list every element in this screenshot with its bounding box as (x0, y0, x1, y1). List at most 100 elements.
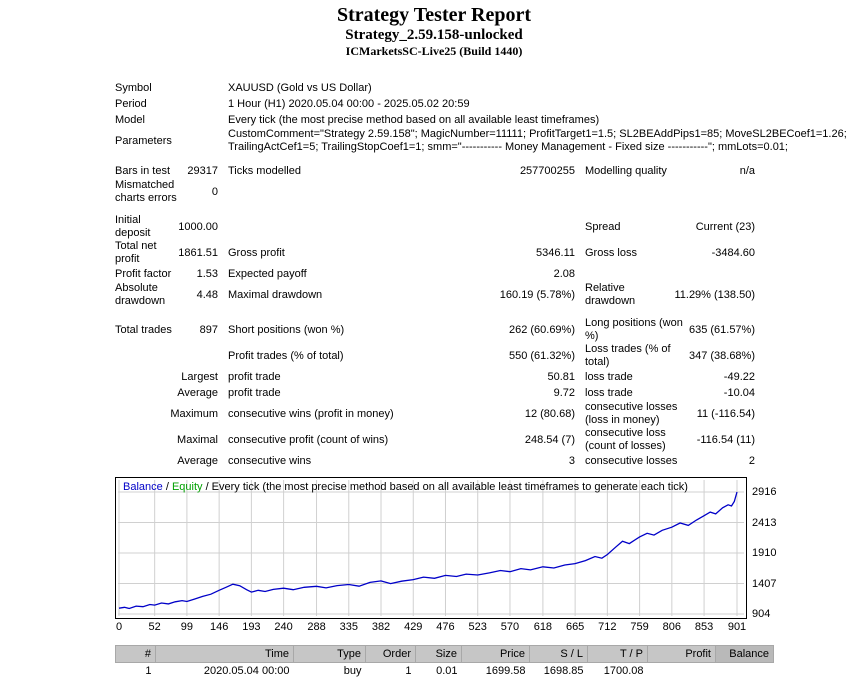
stat-label: consecutive wins (profit in money) (228, 408, 394, 421)
stat-pair: Period (115, 98, 228, 111)
stat-label: Ticks modelled (228, 165, 301, 178)
x-tick-label: 99 (181, 621, 193, 634)
x-tick-label: 0 (116, 621, 122, 634)
trade-cell (648, 663, 716, 678)
balance-chart: Balance / Equity / Every tick (the most … (115, 477, 747, 619)
stats-row: Maximum consecutive wins (profit in money… (115, 401, 755, 427)
stats-spacer (115, 205, 755, 214)
stat-label: Symbol (115, 82, 152, 95)
stat-pair: Gross profit 5346.11 (228, 247, 585, 260)
stat-label: Bars in test (115, 165, 170, 178)
stat-label: Total net profit (115, 240, 174, 266)
stat-pair: Maximal (115, 434, 228, 447)
stat-value: Average (177, 387, 218, 400)
x-tick-label: 146 (210, 621, 228, 634)
stat-value: 50.81 (547, 371, 575, 384)
stat-value: 3 (569, 455, 575, 468)
stat-label: profit trade (228, 387, 281, 400)
stat-label: Relative drawdown (585, 282, 670, 308)
x-tick-label: 476 (436, 621, 454, 634)
stat-value: 11.29% (138.50) (674, 289, 755, 302)
x-tick-label: 806 (663, 621, 681, 634)
stat-value: 1000.00 (178, 221, 218, 234)
y-tick-label: 904 (752, 608, 770, 620)
stat-label: consecutive loss (count of losses) (585, 427, 693, 453)
stat-value-wide: CustomComment="Strategy 2.59.158"; Magic… (228, 128, 755, 154)
stat-value: Current (23) (696, 221, 755, 234)
account-info: ICMarketsSC-Live25 (Build 1440) (0, 44, 868, 58)
stat-value: 160.19 (5.78%) (500, 289, 575, 302)
trade-cell: buy (294, 663, 366, 678)
stat-label: Mismatched charts errors (115, 179, 195, 205)
stat-label: loss trade (585, 371, 633, 384)
stat-label: profit trade (228, 371, 281, 384)
stat-label: consecutive losses (loss in money) (585, 401, 693, 427)
x-tick-label: 570 (501, 621, 519, 634)
stat-value: 262 (60.69%) (509, 324, 575, 337)
legend-part: / Every tick (the most precise method ba… (203, 481, 688, 493)
strategy-tester-report: Strategy Tester Report Strategy_2.59.158… (0, 0, 868, 600)
stat-pair: Expected payoff 2.08 (228, 268, 585, 281)
stat-pair: Parameters (115, 135, 228, 148)
legend-part: Equity (172, 481, 203, 493)
stat-value: Maximal (177, 434, 218, 447)
stat-pair: Loss trades (% of total)347 (38.68%) (585, 343, 755, 369)
strategy-name: Strategy_2.59.158-unlocked (0, 26, 868, 44)
trade-cell: 1700.08 (588, 663, 648, 678)
stat-value: 257700255 (520, 165, 575, 178)
stat-value: -49.22 (724, 371, 755, 384)
stat-label: Gross profit (228, 247, 285, 260)
stats-spacer (115, 154, 755, 163)
stat-pair: Long positions (won %)635 (61.57%) (585, 317, 755, 343)
stat-value: 9.72 (554, 387, 575, 400)
stat-pair: consecutive loss (count of losses)-116.5… (585, 427, 755, 453)
y-tick-label: 1910 (752, 547, 776, 559)
stat-value: 550 (61.32%) (509, 350, 575, 363)
stat-pair: Symbol (115, 82, 228, 95)
trade-cell: 1 (366, 663, 416, 678)
y-tick-label: 1407 (752, 578, 776, 590)
stat-value: Maximum (170, 408, 218, 421)
stat-value: 897 (200, 324, 218, 337)
stat-label: consecutive losses (585, 455, 677, 468)
balance-chart-section: Balance / Equity / Every tick (the most … (115, 477, 775, 635)
stat-pair: Profit trades (% of total)550 (61.32%) (228, 350, 585, 363)
stat-value: 347 (38.68%) (689, 350, 755, 363)
trade-cell (716, 663, 774, 678)
stat-label: Short positions (won %) (228, 324, 344, 337)
trades-col-header: Balance (716, 646, 774, 663)
stat-pair: Average (115, 455, 228, 468)
stat-label: Expected payoff (228, 268, 307, 281)
stat-value: 5346.11 (536, 247, 575, 260)
stat-pair: Relative drawdown 11.29% (138.50) (585, 282, 755, 308)
stat-value: 2.08 (554, 268, 575, 281)
chart-legend: Balance / Equity / Every tick (the most … (123, 481, 688, 493)
x-tick-label: 240 (274, 621, 292, 634)
trades-col-header: Time (156, 646, 294, 663)
x-tick-label: 193 (242, 621, 260, 634)
stat-value: 11 (-116.54) (697, 408, 755, 421)
stat-label: Absolute drawdown (115, 282, 193, 308)
x-tick-label: 712 (598, 621, 616, 634)
